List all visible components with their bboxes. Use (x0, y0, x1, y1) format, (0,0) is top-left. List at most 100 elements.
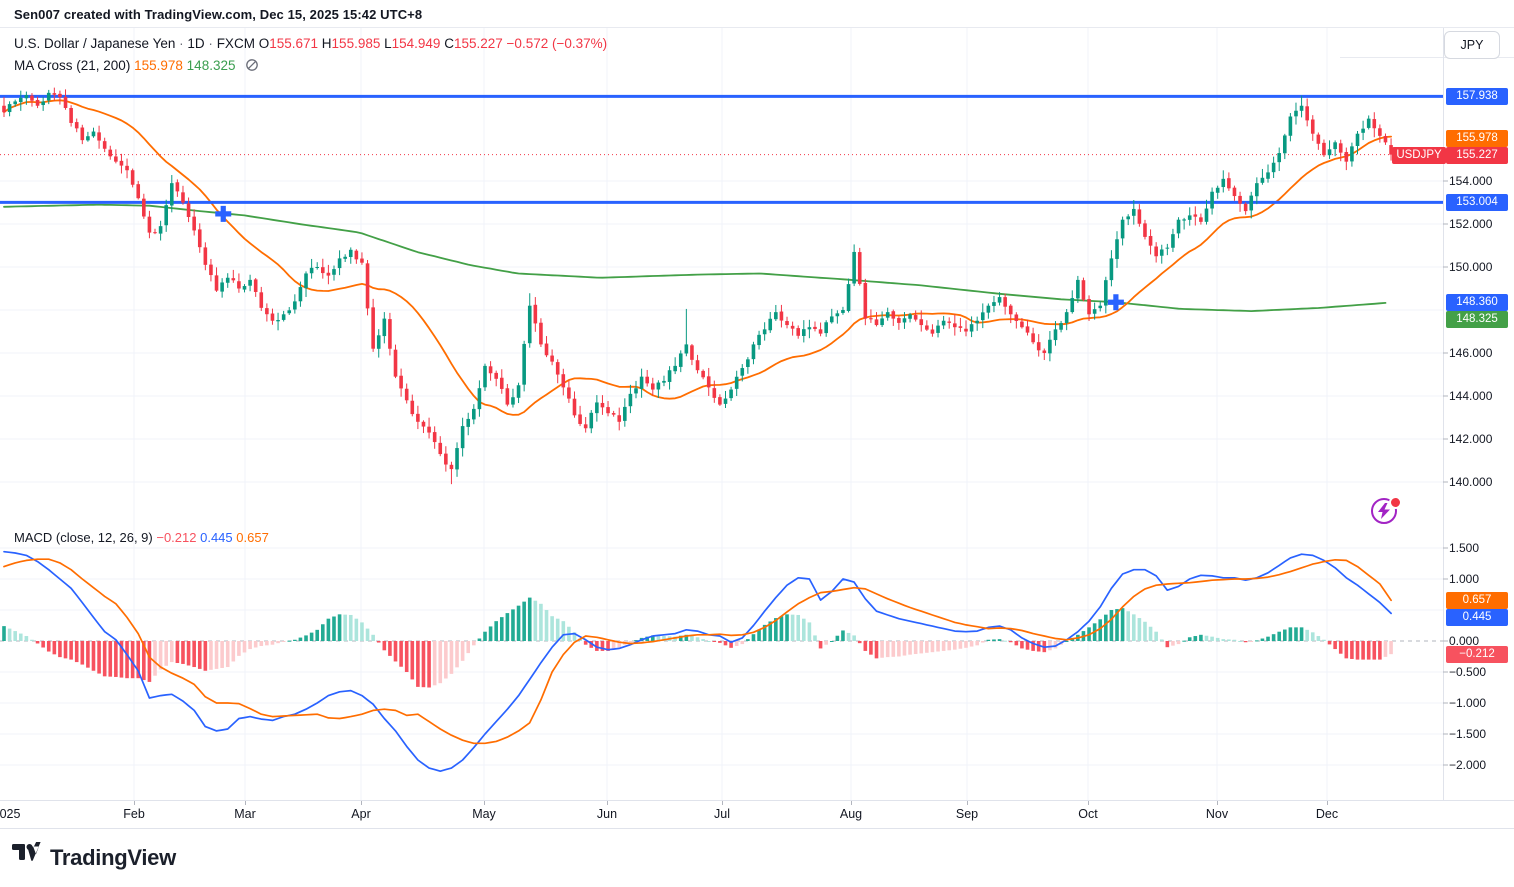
macd-label-−1.000-tick (1443, 702, 1448, 704)
price-label-154.000: 154.000 (1449, 174, 1493, 188)
low-label: L (384, 36, 392, 51)
time-tick-Oct (1088, 801, 1089, 805)
macd-label-−2.000-tick (1443, 764, 1448, 766)
time-label-Jul: Jul (714, 807, 730, 821)
macd-badge-−0.212: −0.212 (1446, 645, 1508, 663)
time-tick-Dec (1327, 801, 1328, 805)
macd-label-−1.500: −1.500 (1449, 727, 1487, 741)
time-label-Mar: Mar (234, 807, 256, 821)
price-label-146.000: 146.000 (1449, 346, 1493, 360)
time-tick-Mar (245, 801, 246, 805)
macd-label-−0.500: −0.500 (1449, 665, 1487, 679)
price-label-152.000: 152.000 (1449, 217, 1493, 231)
macd-label-1.000: 1.000 (1449, 572, 1480, 586)
price-badge-148.360: 148.360 (1446, 293, 1508, 311)
macd-label-0.000: 0.000 (1449, 634, 1480, 648)
separator: · (179, 36, 184, 51)
time-label-May: May (472, 807, 496, 821)
price-badge-148.325: 148.325 (1446, 310, 1508, 328)
time-label-Apr: Apr (351, 807, 371, 821)
close-value: 155.227 (453, 36, 503, 51)
price-scale-border (1443, 28, 1444, 827)
watermark-text: Sen007 created with TradingView.com, Dec… (14, 7, 423, 22)
price-label-150.000: 150.000 (1449, 260, 1493, 274)
time-label-Aug: Aug (839, 807, 863, 821)
tradingview-logo-icon (12, 839, 42, 873)
price-badge-153.004: 153.004 (1446, 193, 1508, 211)
symbol-legend: U.S. Dollar / Japanese Yen · 1D · FXCM O… (14, 33, 607, 77)
currency-toggle-button[interactable]: JPY (1444, 31, 1500, 59)
macd-hist-value: −0.212 (156, 530, 197, 545)
price-label-152.000-tick (1443, 223, 1448, 225)
header-divider (0, 27, 1514, 28)
price-label-140.000-tick (1443, 481, 1448, 483)
price-label-142.000: 142.000 (1449, 432, 1493, 446)
price-label-140.000: 140.000 (1449, 475, 1493, 489)
ma-fast-value: 155.978 (134, 58, 183, 73)
price-label-154.000-tick (1443, 180, 1448, 182)
time-tick-Feb (134, 801, 135, 805)
time-label-Feb: Feb (123, 807, 145, 821)
macd-label-1.500: 1.500 (1449, 541, 1480, 555)
macd-legend[interactable]: MACD (close, 12, 26, 9) −0.212 0.445 0.6… (14, 530, 269, 545)
time-axis[interactable]: 025 Feb Mar Apr May Jun Jul Aug Sep Oct Nov Dec (0, 800, 1514, 829)
time-tick-May (484, 801, 485, 805)
macd-label-−1.500-tick (1443, 733, 1448, 735)
price-label-144.000-tick (1443, 395, 1448, 397)
price-label-144.000: 144.000 (1449, 389, 1493, 403)
macd-label: MACD (14, 530, 53, 545)
close-label: C (444, 36, 454, 51)
toolbar-divider (1340, 57, 1514, 58)
macd-label-0.000-tick (1443, 640, 1448, 642)
time-label-025: 025 (0, 807, 21, 821)
price-label-146.000-tick (1443, 352, 1448, 354)
price-label-142.000-tick (1443, 438, 1448, 440)
separator2: · (208, 36, 213, 51)
time-tick-Apr (361, 801, 362, 805)
symbol-price-tag: USDJPY (1392, 146, 1446, 164)
macd-label-−2.000: −2.000 (1449, 758, 1487, 772)
high-label: H (321, 36, 332, 51)
open-label: O (258, 36, 270, 51)
interval[interactable]: 1D (187, 36, 205, 51)
notification-dot (1389, 496, 1402, 509)
macd-params: (close, 12, 26, 9) (55, 530, 153, 545)
macd-label-1.500-tick (1443, 547, 1448, 549)
time-tick-Jul (722, 801, 723, 805)
brand-footer[interactable]: TradingView (12, 839, 176, 873)
brand-name: TradingView (50, 844, 176, 870)
symbol-title: U.S. Dollar / Japanese Yen (14, 36, 176, 51)
ma-cross-params: (21, 200) (76, 58, 131, 73)
time-tick-Jun (607, 801, 608, 805)
price-badge-157.938: 157.938 (1446, 87, 1508, 105)
price-badge-155.978: 155.978 (1446, 129, 1508, 147)
time-tick-Sep (967, 801, 968, 805)
macd-badge-0.657: 0.657 (1446, 591, 1508, 609)
ma-slow-value: 148.325 (186, 58, 236, 73)
time-label-Oct: Oct (1078, 807, 1098, 821)
exchange: FXCM (216, 36, 255, 51)
open-value: 155.671 (269, 36, 319, 51)
price-badge-155.227: 155.227 (1446, 146, 1508, 164)
macd-line-value: 0.445 (200, 530, 233, 545)
macd-label-−1.000: −1.000 (1449, 696, 1487, 710)
price-label-150.000-tick (1443, 266, 1448, 268)
macd-signal-value: 0.657 (236, 530, 269, 545)
macd-label-1.000-tick (1443, 578, 1448, 580)
ma-cross-label: MA Cross (14, 58, 73, 73)
symbol-row[interactable]: U.S. Dollar / Japanese Yen · 1D · FXCM O… (14, 33, 607, 55)
time-label-Nov: Nov (1205, 807, 1229, 821)
time-label-Jun: Jun (596, 807, 618, 821)
time-label-Dec: Dec (1315, 807, 1339, 821)
time-label-Sep: Sep (955, 807, 979, 821)
macd-label-−0.500-tick (1443, 671, 1448, 673)
time-tick-Nov (1217, 801, 1218, 805)
high-value: 155.985 (331, 36, 381, 51)
time-tick-Aug (851, 801, 852, 805)
eye-disabled-icon[interactable] (245, 57, 259, 79)
macd-badge-0.445: 0.445 (1446, 608, 1508, 626)
ma-cross-row[interactable]: MA Cross (21, 200) 155.978 148.325 (14, 55, 607, 77)
low-value: 154.949 (391, 36, 441, 51)
